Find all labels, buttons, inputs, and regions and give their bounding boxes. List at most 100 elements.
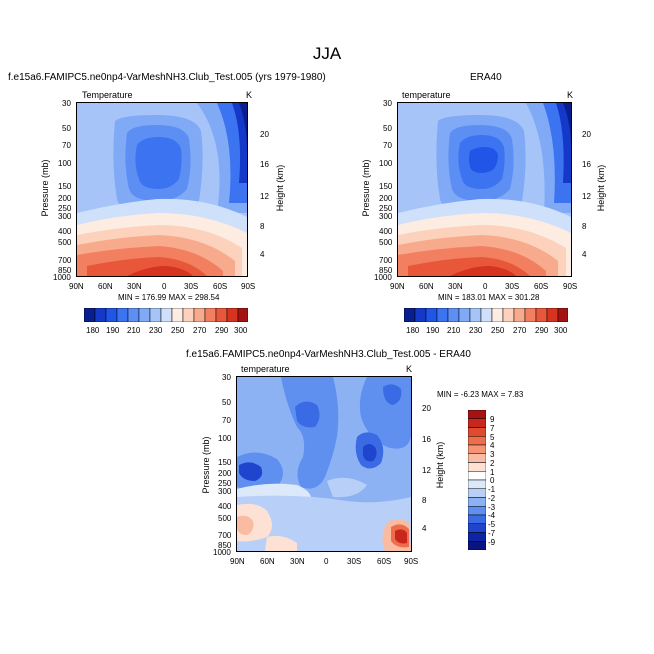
units-label: K (567, 90, 574, 100)
colorbar-tick: 4 (490, 441, 495, 450)
colorbar-tick: -9 (488, 538, 496, 547)
y-tick: 30 (383, 99, 392, 108)
colorbar-swatches (403, 307, 569, 323)
colorbar-tick: 190 (426, 326, 440, 335)
y-right-tick: 12 (260, 192, 269, 201)
y-tick: 50 (222, 398, 231, 407)
y-right-tick: 4 (422, 524, 427, 533)
panel-title: ERA40 (470, 72, 502, 83)
y-right-tick: 16 (260, 160, 269, 169)
y-tick: 400 (379, 227, 393, 236)
contour-plot (76, 102, 248, 277)
units-label: K (406, 364, 413, 374)
x-tick: 90N (69, 282, 84, 291)
y-tick: 500 (379, 238, 393, 247)
y-tick: 300 (58, 212, 72, 221)
y-right-tick: 20 (260, 130, 269, 139)
y-right-tick: 20 (422, 404, 431, 413)
y-tick: 700 (218, 531, 232, 540)
colorbar-tick: 270 (193, 326, 207, 335)
colorbar-tick: 290 (535, 326, 549, 335)
units-label: K (246, 90, 253, 100)
y-tick: 200 (379, 194, 393, 203)
x-tick: 30S (184, 282, 199, 291)
x-tick: 90S (404, 557, 419, 566)
y-tick: 30 (222, 373, 231, 382)
colorbar-tick: 300 (234, 326, 248, 335)
y-right-tick: 16 (422, 435, 431, 444)
colorbar-tick: 230 (469, 326, 483, 335)
y-axis-label: Pressure (mb) (201, 436, 211, 494)
colorbar-tick: -4 (488, 511, 496, 520)
colorbar-tick: -2 (488, 494, 496, 503)
y-tick: 200 (218, 469, 232, 478)
y-tick: 100 (218, 434, 232, 443)
colorbar-tick: 290 (215, 326, 229, 335)
x-tick: 60S (213, 282, 228, 291)
colorbar-tick: -1 (488, 485, 496, 494)
x-tick: 90S (563, 282, 578, 291)
y-right-axis-label: Height (km) (596, 164, 606, 212)
panel-title: f.e15a6.FAMIPC5.ne0np4-VarMeshNH3.Club_T… (186, 349, 471, 360)
x-tick: 90N (230, 557, 245, 566)
y-tick: 1000 (213, 548, 231, 557)
colorbar-swatches (467, 409, 487, 551)
x-tick: 0 (324, 557, 329, 566)
y-tick: 70 (62, 141, 71, 150)
x-tick: 30S (347, 557, 362, 566)
y-tick: 1000 (374, 273, 392, 282)
x-tick: 60N (260, 557, 275, 566)
x-tick: 0 (162, 282, 167, 291)
y-axis-label: Pressure (mb) (40, 159, 50, 217)
y-right-axis-label: Height (km) (435, 441, 445, 489)
variable-label: temperature (402, 90, 451, 100)
y-tick: 30 (62, 99, 71, 108)
y-right-axis-label: Height (km) (275, 164, 285, 212)
y-tick: 250 (379, 204, 393, 213)
panel-title: f.e15a6.FAMIPC5.ne0np4-VarMeshNH3.Club_T… (8, 72, 326, 83)
y-right-tick: 8 (260, 222, 265, 231)
colorbar-tick: 270 (513, 326, 527, 335)
x-tick: 30N (448, 282, 463, 291)
x-tick: 90S (241, 282, 256, 291)
y-right-tick: 12 (422, 466, 431, 475)
contour-field (398, 103, 571, 276)
colorbar (403, 307, 569, 323)
colorbar-tick: 3 (490, 450, 495, 459)
y-tick: 100 (379, 159, 393, 168)
y-right-tick: 4 (582, 250, 587, 259)
colorbar-tick: 2 (490, 459, 495, 468)
y-right-tick: 20 (582, 130, 591, 139)
colorbar-tick: 1 (490, 468, 495, 477)
colorbar (467, 409, 487, 551)
colorbar-tick: 250 (171, 326, 185, 335)
min-max-label: MIN = 183.01 MAX = 301.28 (438, 293, 540, 302)
y-tick: 500 (58, 238, 72, 247)
y-tick: 300 (379, 212, 393, 221)
y-tick: 400 (218, 502, 232, 511)
contour-field (237, 377, 411, 551)
colorbar-tick: -7 (488, 529, 496, 538)
contour-plot (236, 376, 412, 552)
y-tick: 200 (58, 194, 72, 203)
y-tick: 850 (218, 541, 232, 550)
colorbar-tick: 180 (86, 326, 100, 335)
y-right-tick: 8 (422, 496, 427, 505)
y-tick: 250 (58, 204, 72, 213)
y-tick: 150 (58, 182, 72, 191)
y-tick: 500 (218, 514, 232, 523)
y-tick: 150 (218, 458, 232, 467)
colorbar-tick: 9 (490, 415, 495, 424)
x-tick: 0 (483, 282, 488, 291)
colorbar (83, 307, 249, 323)
figure-title: JJA (312, 44, 342, 63)
colorbar-tick: -3 (488, 503, 496, 512)
x-tick: 60N (98, 282, 113, 291)
y-tick: 100 (58, 159, 72, 168)
y-tick: 50 (62, 124, 71, 133)
y-tick: 300 (218, 487, 232, 496)
y-right-tick: 12 (582, 192, 591, 201)
colorbar-tick: 210 (127, 326, 141, 335)
contour-plot (397, 102, 572, 277)
colorbar-tick: 210 (447, 326, 461, 335)
